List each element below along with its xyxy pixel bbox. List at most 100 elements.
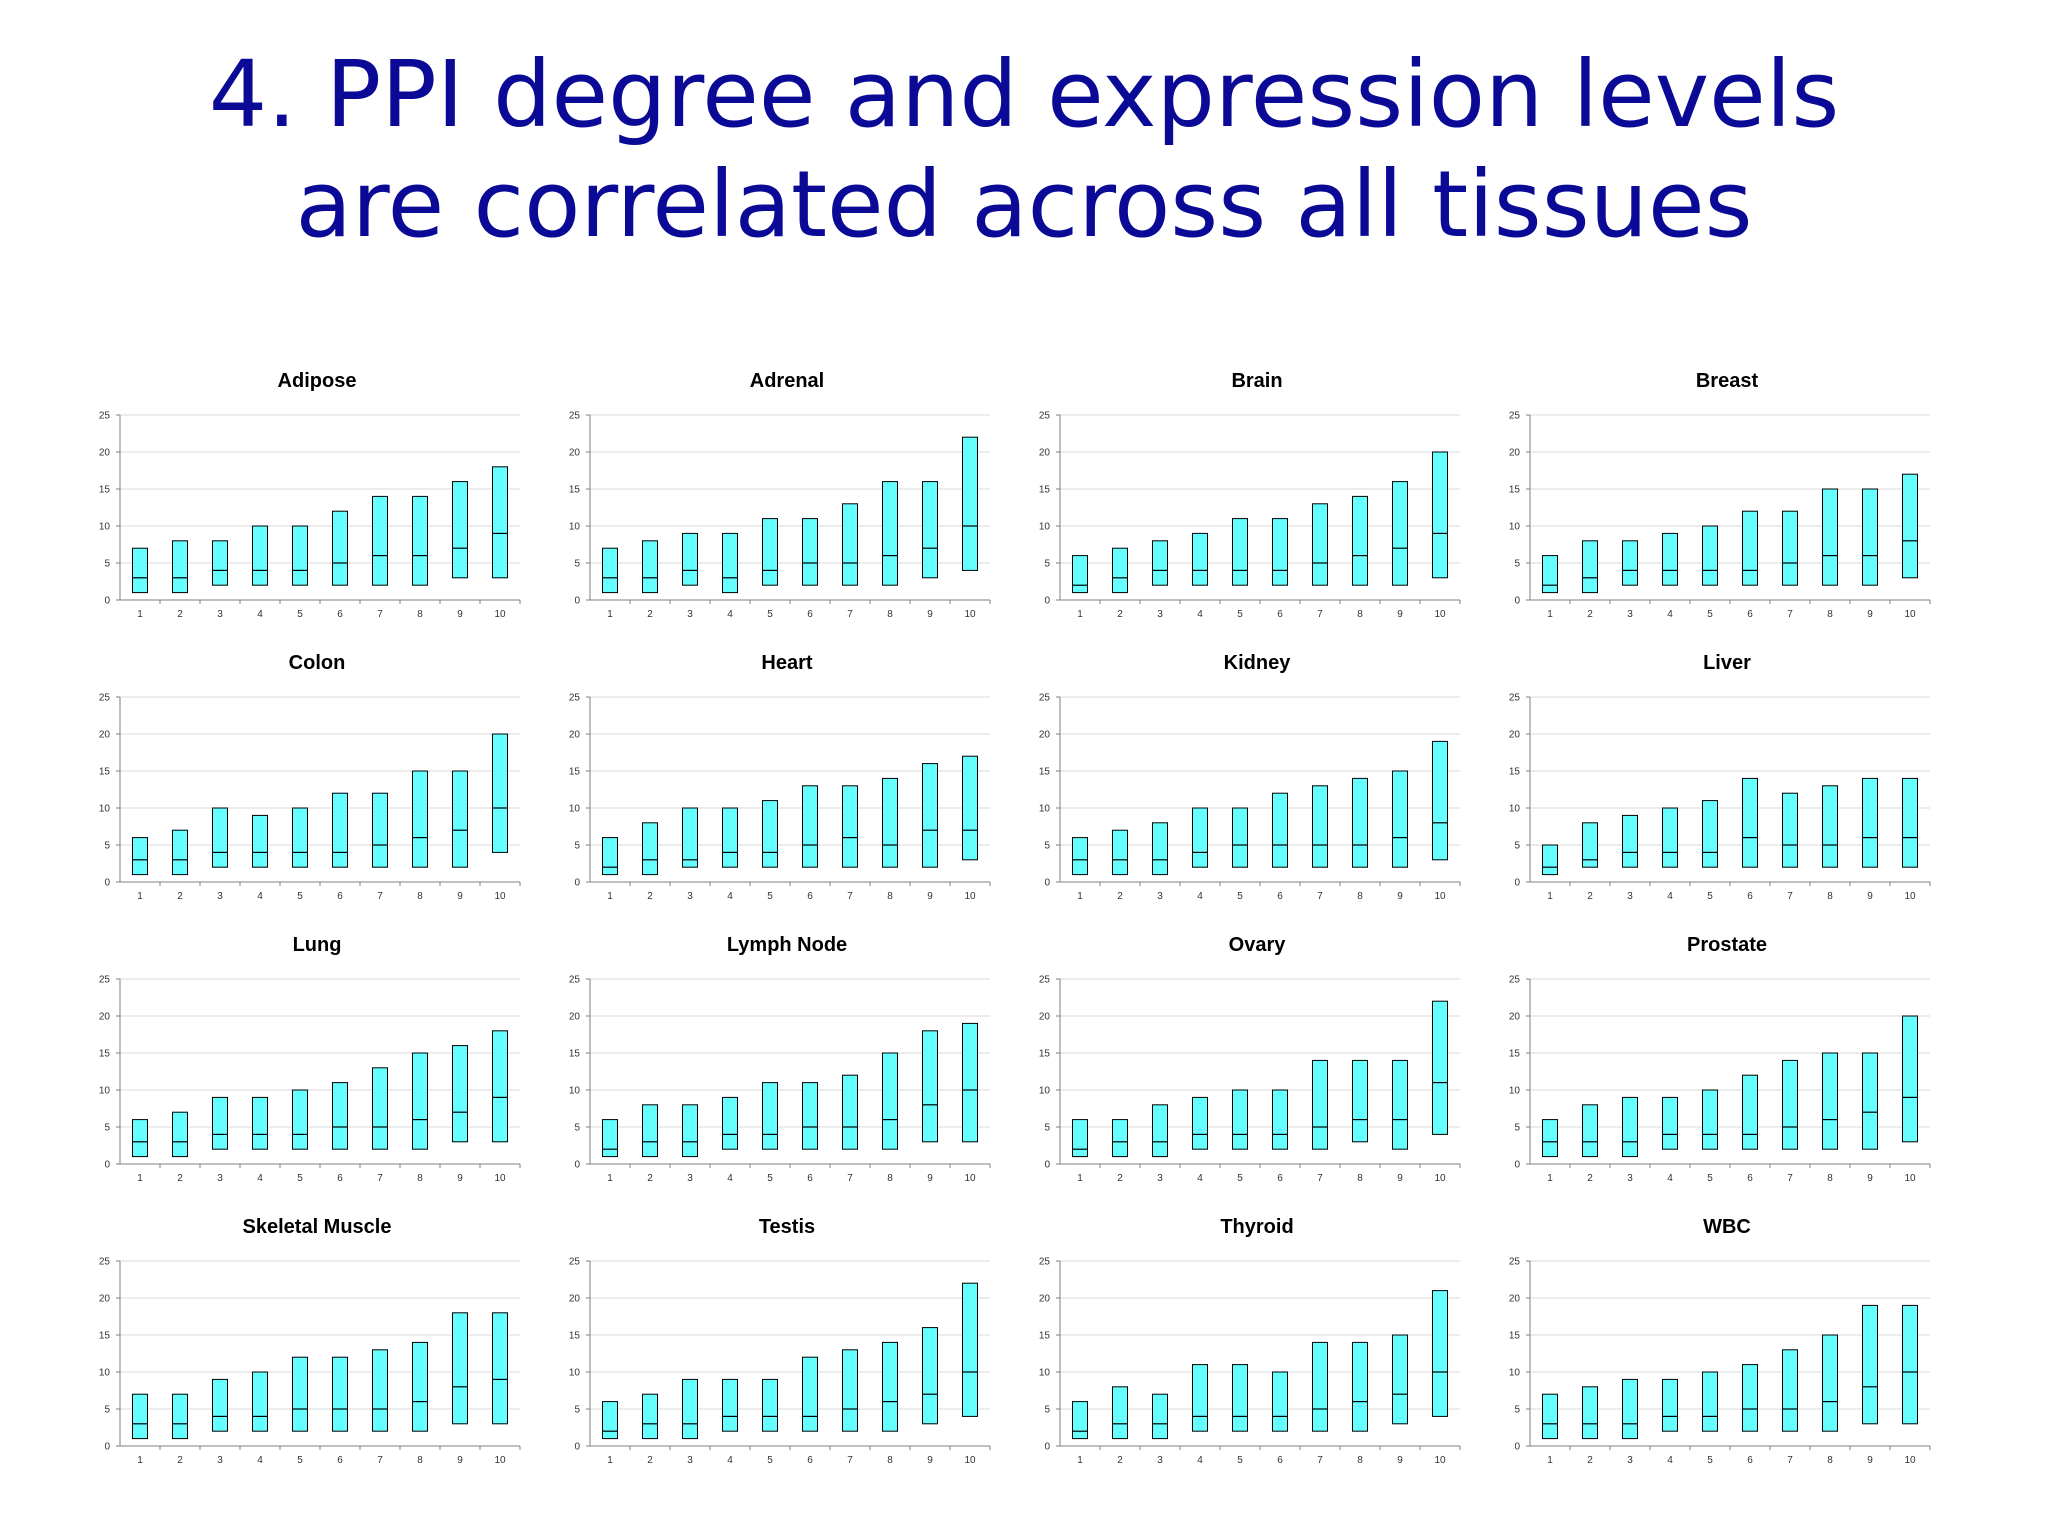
x-tick-label: 3 (217, 609, 223, 620)
box-10 (1432, 1000, 1448, 1135)
box-9 (922, 481, 938, 579)
box-2 (642, 1104, 658, 1158)
chart-panel-prostate: Prostate 0 5 10 15 20 25 1 2 3 4 5 6 7 8 9 10 (1495, 934, 1935, 1184)
x-tick-label: 7 (847, 891, 853, 902)
x-tick-label: 1 (1077, 1455, 1083, 1466)
box-5 (1702, 800, 1718, 868)
x-tick-label: 2 (177, 891, 183, 902)
box-3 (212, 1096, 228, 1150)
x-tick-label: 6 (807, 609, 813, 620)
chart-panel-testis: Testis 0 5 10 15 20 25 1 2 3 4 5 6 7 8 9 10 (555, 1216, 995, 1466)
x-tick-label: 8 (1827, 891, 1833, 902)
y-tick-label: 10 (569, 804, 581, 815)
box-9 (1392, 1334, 1408, 1425)
y-tick-label: 20 (1509, 1294, 1521, 1305)
x-tick-label: 1 (607, 1455, 613, 1466)
y-tick-label: 15 (1509, 1049, 1521, 1060)
chart-title: Adrenal (750, 370, 824, 392)
chart-title: Liver (1703, 652, 1751, 674)
box-10 (962, 1282, 978, 1417)
box-3 (682, 1378, 698, 1440)
box-1 (1542, 1119, 1558, 1158)
y-tick-label: 15 (99, 1049, 111, 1060)
y-tick-label: 10 (1039, 1086, 1051, 1097)
box-9 (452, 1312, 468, 1425)
box-9 (922, 763, 938, 868)
y-tick-label: 5 (1044, 1405, 1050, 1416)
y-tick-label: 20 (1509, 730, 1521, 741)
x-tick-label: 3 (217, 891, 223, 902)
box-1 (602, 837, 618, 876)
slide-title-line-2: are correlated across all tissues (295, 151, 1753, 258)
box-10 (1902, 1304, 1918, 1425)
x-tick-label: 7 (1317, 609, 1323, 620)
box-7 (1312, 1341, 1328, 1432)
box-2 (1112, 547, 1128, 594)
y-tick-label: 0 (574, 596, 580, 607)
box-2 (642, 540, 658, 594)
x-tick-label: 6 (807, 1173, 813, 1184)
x-tick-label: 8 (887, 891, 893, 902)
box-2 (1582, 540, 1598, 594)
box-9 (1862, 488, 1878, 586)
box-3 (1622, 814, 1638, 868)
x-tick-label: 9 (1397, 609, 1403, 620)
y-tick-label: 10 (1509, 804, 1521, 815)
x-tick-label: 5 (1707, 609, 1713, 620)
box-4 (722, 807, 738, 868)
box-1 (602, 547, 618, 594)
x-tick-label: 10 (964, 891, 976, 902)
chart-panel-brain: Brain 0 5 10 15 20 25 1 2 3 4 5 6 7 8 9 10 (1025, 370, 1465, 620)
box-5 (1232, 807, 1248, 868)
x-tick-label: 2 (177, 609, 183, 620)
y-tick-label: 20 (1039, 1294, 1051, 1305)
x-tick-label: 2 (1117, 1455, 1123, 1466)
y-tick-label: 0 (104, 1442, 110, 1453)
box-7 (372, 1349, 388, 1432)
box-6 (332, 1082, 348, 1150)
box-7 (1782, 792, 1798, 868)
x-tick-label: 5 (297, 609, 303, 620)
y-tick-label: 10 (99, 1086, 111, 1097)
x-tick-label: 9 (457, 609, 463, 620)
box-5 (762, 1378, 778, 1432)
x-tick-label: 4 (1667, 1173, 1673, 1184)
box-5 (1232, 1089, 1248, 1150)
x-tick-label: 5 (1237, 1173, 1243, 1184)
x-tick-label: 6 (337, 609, 343, 620)
box-1 (132, 1119, 148, 1158)
x-tick-label: 3 (687, 609, 693, 620)
y-tick-label: 25 (1039, 1257, 1051, 1268)
x-tick-label: 2 (647, 1455, 653, 1466)
box-10 (492, 1030, 508, 1143)
x-tick-label: 8 (417, 1173, 423, 1184)
x-tick-label: 9 (1397, 1455, 1403, 1466)
box-5 (1702, 1371, 1718, 1432)
y-tick-label: 10 (1509, 1086, 1521, 1097)
box-1 (1542, 1393, 1558, 1440)
x-tick-label: 8 (417, 609, 423, 620)
box-6 (1272, 1089, 1288, 1150)
box-9 (922, 1327, 938, 1425)
y-tick-label: 25 (99, 975, 111, 986)
box-8 (1822, 488, 1838, 586)
y-tick-label: 10 (99, 804, 111, 815)
y-tick-label: 0 (104, 1160, 110, 1171)
x-tick-label: 5 (297, 1173, 303, 1184)
x-tick-label: 5 (1237, 609, 1243, 620)
y-tick-label: 20 (569, 448, 581, 459)
chart-wbc: WBC 0 5 10 15 20 25 1 2 3 4 5 6 7 8 9 10 (1509, 1216, 1931, 1466)
x-tick-label: 7 (1787, 891, 1793, 902)
x-tick-label: 6 (1277, 1173, 1283, 1184)
chart-title: Thyroid (1220, 1216, 1293, 1238)
box-8 (412, 770, 428, 868)
y-tick-label: 15 (1039, 1331, 1051, 1342)
x-tick-label: 4 (727, 1455, 733, 1466)
chart-title: Lung (293, 934, 342, 956)
y-tick-label: 15 (1509, 485, 1521, 496)
x-tick-label: 2 (1587, 1173, 1593, 1184)
y-tick-label: 25 (569, 1257, 581, 1268)
x-tick-label: 8 (417, 1455, 423, 1466)
x-tick-label: 4 (727, 609, 733, 620)
y-tick-label: 20 (99, 448, 111, 459)
